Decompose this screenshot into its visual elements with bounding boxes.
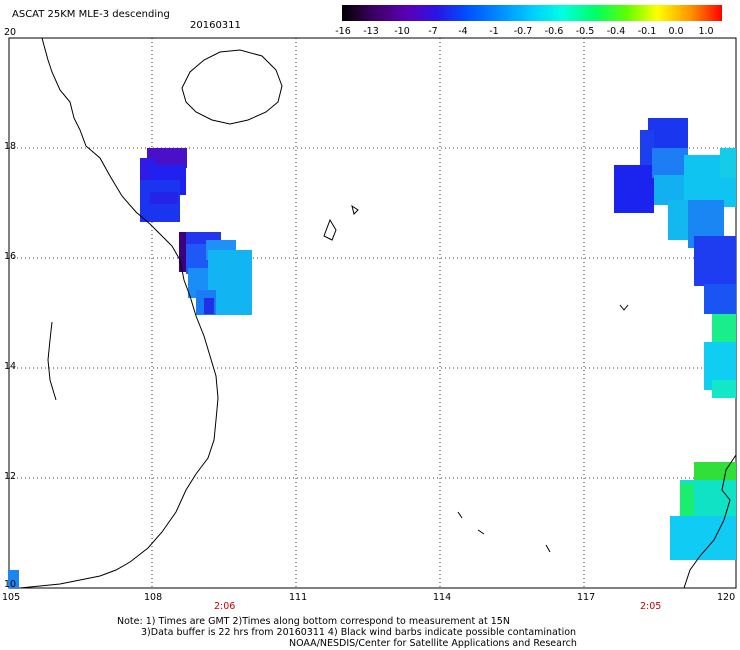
colorbar-tick: 1.0 — [698, 26, 714, 37]
swath-cell — [670, 516, 736, 560]
lat-label: 10 — [4, 579, 17, 590]
swath-cell — [8, 570, 19, 588]
lat-label: 12 — [4, 471, 17, 482]
product-date: 20160311 — [190, 20, 241, 31]
coastline — [19, 37, 737, 589]
mle-colorbar — [342, 5, 722, 21]
lon-label: 108 — [144, 592, 163, 603]
graticule — [9, 38, 736, 588]
colorbar-tick: -0.5 — [575, 26, 595, 37]
lon-label: 111 — [289, 592, 308, 603]
lon-label: 105 — [2, 592, 21, 603]
colorbar-tick: -0.7 — [513, 26, 533, 37]
mekong-river — [47, 321, 57, 401]
lat-label: 14 — [4, 361, 17, 372]
colorbar-tick: -13 — [363, 26, 379, 37]
paracel-islands — [323, 218, 337, 241]
colorbar-tick: -0.6 — [544, 26, 564, 37]
colorbar-tick: -0.1 — [637, 26, 657, 37]
swath-cell — [680, 484, 694, 524]
island — [351, 204, 359, 215]
swath-cell — [179, 232, 188, 272]
lon-label: 120 — [717, 592, 736, 603]
swath-cell — [186, 244, 208, 274]
pass-time-label: 2:06 — [214, 601, 236, 612]
colorbar-gradient — [342, 5, 722, 21]
vietnam-coastline — [19, 37, 219, 589]
lat-label: 20 — [4, 27, 17, 38]
wind-swath-east — [8, 118, 736, 588]
swath-cell — [204, 298, 214, 314]
hainan-coastline — [181, 49, 283, 125]
philippines-coastline — [683, 454, 737, 589]
map-frame — [8, 37, 737, 589]
colorbar-tick: -16 — [335, 26, 351, 37]
island — [619, 304, 629, 311]
colorbar-tick: -7 — [428, 26, 438, 37]
footer-note-2: 3)Data buffer is 22 hrs from 20160311 4)… — [141, 627, 577, 638]
swath-cell — [147, 148, 187, 168]
lon-label: 114 — [433, 592, 452, 603]
colorbar-tick: 0.0 — [668, 26, 684, 37]
swath-cell — [712, 380, 736, 398]
colorbar-tick: -1 — [489, 26, 499, 37]
colorbar-tick: -4 — [458, 26, 468, 37]
swath-cell — [150, 192, 178, 204]
pass-time-label: 2:05 — [640, 601, 662, 612]
swath-cell — [712, 314, 736, 344]
swath-cell — [640, 130, 654, 165]
colorbar-tick: -0.4 — [606, 26, 626, 37]
lat-label: 18 — [4, 141, 17, 152]
spratly-islands — [457, 511, 551, 553]
swath-cell — [720, 148, 736, 178]
swath-cell — [704, 284, 736, 314]
lat-label: 16 — [4, 251, 17, 262]
wind-swath-west — [140, 148, 252, 315]
footer-credit: NOAA/NESDIS/Center for Satellite Applica… — [289, 638, 577, 649]
swath-cell — [694, 236, 736, 286]
swath-cell — [694, 462, 736, 484]
footer-note-1: Note: 1) Times are GMT 2)Times along bot… — [117, 616, 510, 627]
swath-cell — [652, 148, 688, 178]
colorbar-tick: -10 — [394, 26, 410, 37]
swath-cell — [614, 165, 654, 213]
product-title: ASCAT 25KM MLE-3 descending — [12, 9, 170, 20]
lon-label: 117 — [577, 592, 596, 603]
